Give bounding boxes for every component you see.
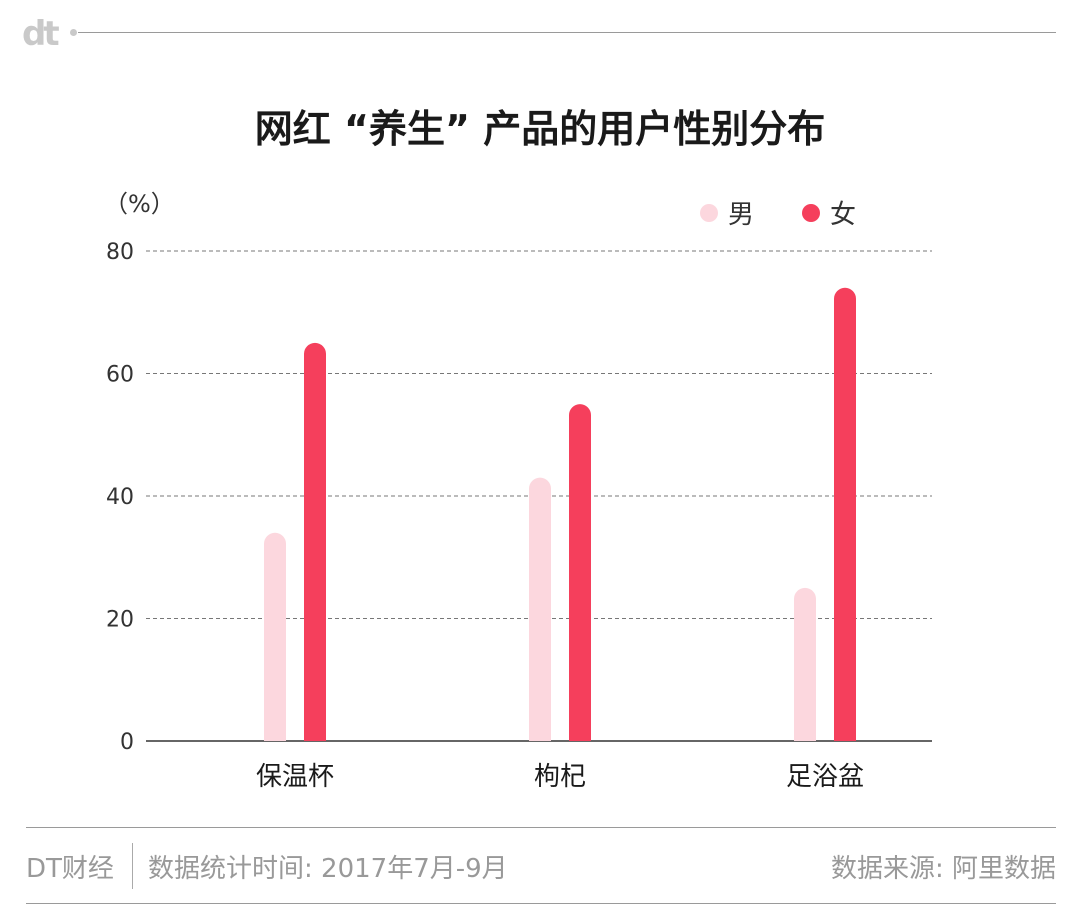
top-divider xyxy=(78,32,1056,33)
bar-female xyxy=(834,287,856,741)
y-tick-labels: 0 20 40 60 80 xyxy=(106,240,134,755)
footer-divider-top xyxy=(26,827,1056,828)
y-tick-label: 0 xyxy=(120,730,134,755)
chart-legend: 男 女 xyxy=(700,194,904,231)
bar-female xyxy=(569,404,592,741)
bars xyxy=(264,287,856,741)
x-category-label: 足浴盆 xyxy=(786,762,864,792)
footer-brand: DT财经 xyxy=(26,854,114,884)
footer-divider-bottom xyxy=(26,903,1056,904)
y-axis-unit: （%） xyxy=(104,190,175,218)
footer-separator xyxy=(132,843,133,889)
legend-item-female: 女 xyxy=(802,194,856,231)
legend-label-female: 女 xyxy=(830,200,857,230)
logo-dot xyxy=(70,29,77,36)
y-tick-label: 60 xyxy=(106,363,134,388)
chart-title: 网红 “养生” 产品的用户性别分布 xyxy=(254,107,826,151)
legend-dot-female xyxy=(802,203,821,222)
footer-stat-time: 数据统计时间: 2017年7月-9月 xyxy=(148,854,508,884)
y-tick-label: 20 xyxy=(106,608,134,633)
bar-female xyxy=(304,342,326,741)
legend-item-male: 男 xyxy=(700,194,754,231)
bar-male xyxy=(264,532,286,741)
bar-male xyxy=(529,477,551,741)
y-tick-label: 40 xyxy=(106,485,134,510)
bar-male xyxy=(794,587,816,741)
x-category-labels: 保温杯 枸杞 足浴盆 xyxy=(256,762,864,792)
y-tick-label: 80 xyxy=(106,240,134,265)
x-category-label: 枸杞 xyxy=(534,762,586,792)
dt-logo: dt xyxy=(22,14,60,54)
legend-label-male: 男 xyxy=(728,200,755,230)
x-category-label: 保温杯 xyxy=(256,762,334,792)
legend-dot-male xyxy=(700,203,718,222)
footer-source: 数据来源: 阿里数据 xyxy=(830,854,1056,884)
